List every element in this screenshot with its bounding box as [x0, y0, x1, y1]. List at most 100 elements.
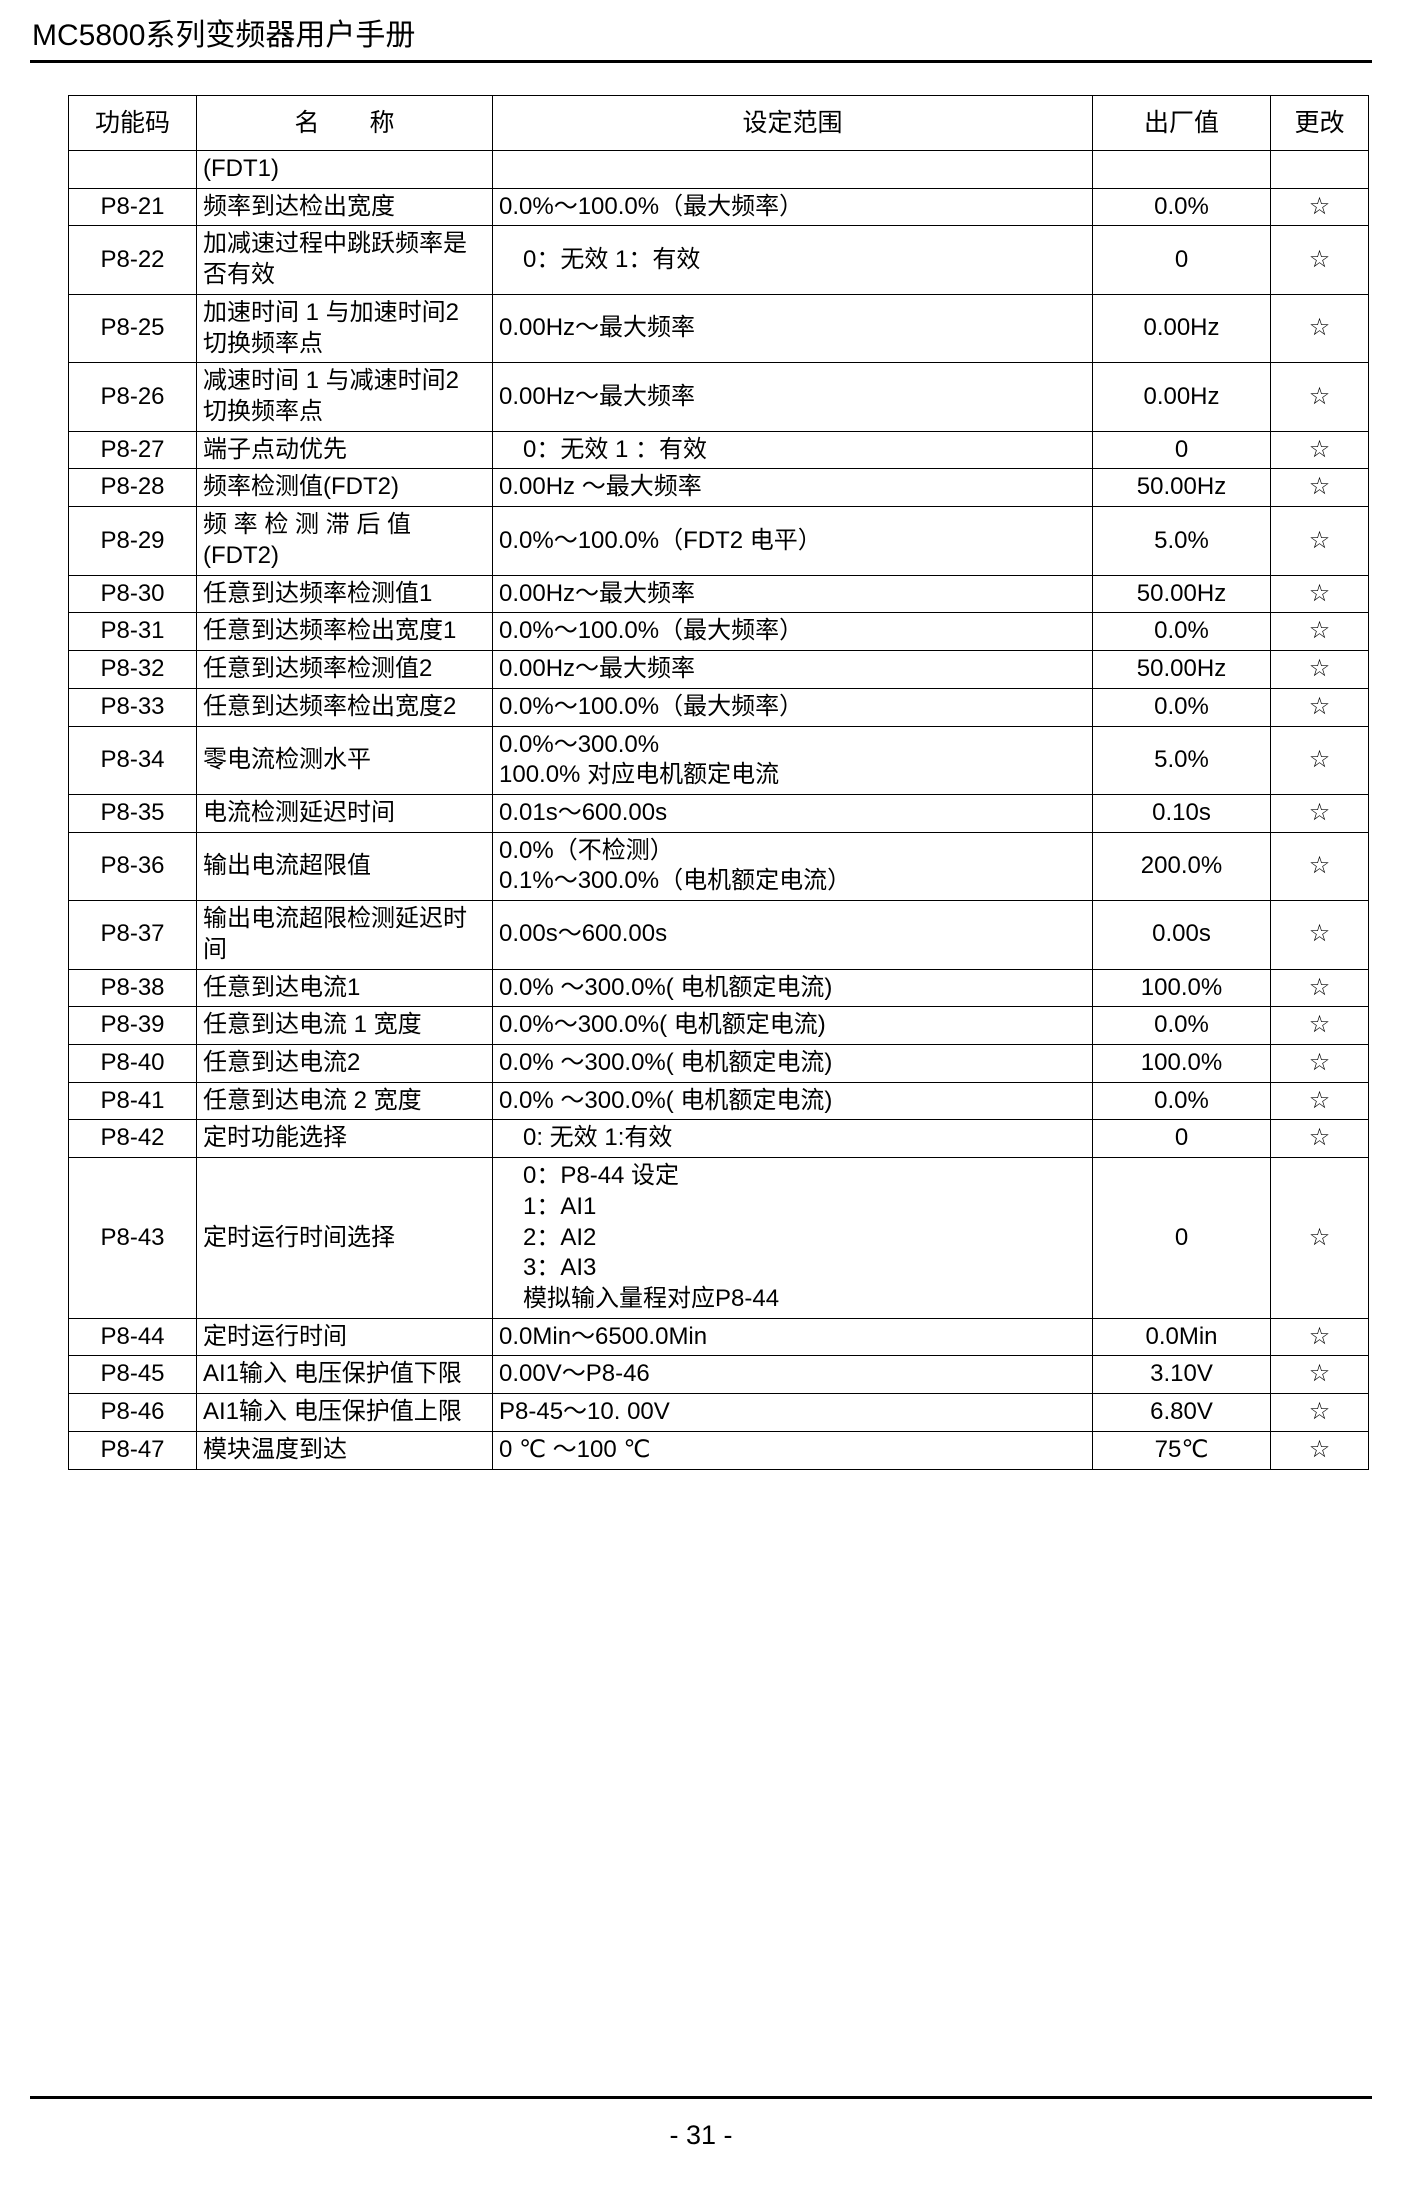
cell-setting-range: 0.0%～100.0%（最大频率） — [492, 612, 1093, 652]
cell-setting-range: 0.0%～100.0%（最大频率） — [492, 187, 1093, 227]
cell-factory-value: 200.0% — [1092, 831, 1271, 902]
cell-function-code: P8-29 — [68, 506, 197, 576]
cell-function-code: P8-37 — [68, 900, 197, 970]
cell-function-code: P8-31 — [68, 612, 197, 652]
cell-function-code: P8-41 — [68, 1081, 197, 1121]
cell-factory-value: 5.0% — [1092, 725, 1271, 795]
table-row: P8-35 电流检测延迟时间 0.01s～600.00s 0.10s ☆ — [68, 793, 1369, 833]
table-row: P8-41 任意到达电流 2 宽度 0.0% ～300.0%( 电机额定电流) 0.0… — [68, 1081, 1369, 1121]
cell-name: 端子点动优先 — [196, 430, 493, 470]
footer-divider — [30, 2096, 1372, 2099]
table-body: (FDT1) P8-21 频率到达检出宽度 0.0%～100.0%（最大频率） 0.0%… — [68, 150, 1369, 1470]
cell-function-code: P8-46 — [68, 1393, 197, 1432]
cell-function-code: P8-44 — [68, 1317, 197, 1357]
column-header-factory: 出厂值 — [1092, 95, 1271, 151]
cell-name: 加速时间 1 与加速时间2 切换频率点 — [196, 293, 493, 364]
column-header-range: 设定范围 — [492, 95, 1093, 151]
cell-name: 零电流检测水平 — [196, 725, 493, 795]
cell-setting-range: P8-45～10. 00V — [492, 1393, 1093, 1432]
cell-modify-flag: ☆ — [1270, 1157, 1369, 1319]
table-row: P8-26 减速时间 1 与减速时间2 切换频率点 0.00Hz～最大频率 0.00H… — [68, 362, 1369, 432]
cell-setting-range: 0.0%～300.0% 100.0% 对应电机额定电流 — [492, 725, 1093, 795]
table-row: P8-43 定时运行时间选择 0：P8-44 设定 1：AI1 2：AI2 3：AI… — [68, 1157, 1369, 1319]
cell-modify-flag: ☆ — [1270, 1006, 1369, 1045]
cell-factory-value: 5.0% — [1092, 506, 1271, 576]
cell-modify-flag: ☆ — [1270, 362, 1369, 432]
table-row: P8-32 任意到达频率检测值2 0.00Hz～最大频率 50.00Hz ☆ — [68, 650, 1369, 689]
cell-name: 任意到达频率检测值2 — [196, 650, 493, 689]
table-row: P8-31 任意到达频率检出宽度1 0.0%～100.0%（最大频率） 0.0% ☆ — [68, 612, 1369, 652]
table-row: P8-34 零电流检测水平 0.0%～300.0% 100.0% 对应电机额定电流 5… — [68, 725, 1369, 795]
page-header: MC5800系列变频器用户手册 — [32, 19, 416, 52]
cell-factory-value: 0.0% — [1092, 612, 1271, 652]
cell-name: 频 率 检 测 滞 后 值 (FDT2) — [196, 506, 493, 576]
cell-name: 频率检测值(FDT2) — [196, 468, 493, 508]
table-row: P8-30 任意到达频率检测值1 0.00Hz～最大频率 50.00Hz ☆ — [68, 574, 1369, 614]
cell-setting-range: 0.0%（不检测） 0.1%～300.0%（电机额定电流） — [492, 831, 1093, 902]
cell-setting-range: 0：无效 1 ：有效 — [492, 430, 1093, 470]
cell-name: 任意到达频率检测值1 — [196, 574, 493, 614]
cell-name: AI1输入 电压保护值上限 — [196, 1393, 493, 1432]
cell-function-code: P8-26 — [68, 362, 197, 432]
table-row: P8-21 频率到达检出宽度 0.0%～100.0%（最大频率） 0.0% ☆ — [68, 187, 1369, 227]
cell-factory-value: 3.10V — [1092, 1355, 1271, 1395]
cell-modify-flag: ☆ — [1270, 506, 1369, 576]
cell-modify-flag — [1270, 150, 1369, 189]
cell-factory-value: 6.80V — [1092, 1393, 1271, 1432]
cell-name: 任意到达电流1 — [196, 968, 493, 1008]
cell-modify-flag: ☆ — [1270, 725, 1369, 795]
cell-setting-range: 0.00Hz ～最大频率 — [492, 468, 1093, 508]
cell-function-code: P8-35 — [68, 793, 197, 833]
cell-factory-value: 50.00Hz — [1092, 468, 1271, 508]
parameter-table-container: 功能码 名 称 设定范围 出厂值 更改 (FDT1) P8-21 频率到达检出宽度 0… — [28, 95, 1374, 1470]
cell-function-code: P8-47 — [68, 1430, 197, 1470]
cell-function-code: P8-28 — [68, 468, 197, 508]
table-row: P8-44 定时运行时间 0.0Min～6500.0Min 0.0Min ☆ — [68, 1317, 1369, 1357]
cell-factory-value: 0.00Hz — [1092, 362, 1271, 432]
cell-setting-range: 0: 无效 1:有效 — [492, 1119, 1093, 1159]
cell-function-code: P8-39 — [68, 1006, 197, 1045]
cell-setting-range: 0：P8-44 设定 1：AI1 2：AI2 3：AI3 模拟输入量程对应P8-… — [492, 1157, 1093, 1319]
cell-setting-range: 0.0% ～300.0%( 电机额定电流) — [492, 1043, 1093, 1083]
cell-name: 电流检测延迟时间 — [196, 793, 493, 833]
cell-name: 模块温度到达 — [196, 1430, 493, 1470]
cell-function-code: P8-32 — [68, 650, 197, 689]
table-row: P8-27 端子点动优先 0：无效 1 ：有效 0 ☆ — [68, 430, 1369, 470]
column-header-modify: 更改 — [1270, 95, 1369, 151]
cell-factory-value: 0.0% — [1092, 187, 1271, 227]
cell-function-code: P8-30 — [68, 574, 197, 614]
cell-factory-value: 0.00s — [1092, 900, 1271, 970]
cell-factory-value: 50.00Hz — [1092, 574, 1271, 614]
cell-function-code: P8-40 — [68, 1043, 197, 1083]
cell-function-code: P8-36 — [68, 831, 197, 902]
cell-function-code: P8-42 — [68, 1119, 197, 1159]
cell-modify-flag: ☆ — [1270, 574, 1369, 614]
table-row: (FDT1) — [68, 150, 1369, 189]
cell-modify-flag: ☆ — [1270, 612, 1369, 652]
cell-modify-flag: ☆ — [1270, 1355, 1369, 1395]
cell-setting-range: 0.00Hz～最大频率 — [492, 293, 1093, 364]
cell-name: 频率到达检出宽度 — [196, 187, 493, 227]
cell-name: 任意到达电流2 — [196, 1043, 493, 1083]
cell-name: 减速时间 1 与减速时间2 切换频率点 — [196, 362, 493, 432]
cell-modify-flag: ☆ — [1270, 1043, 1369, 1083]
cell-modify-flag: ☆ — [1270, 900, 1369, 970]
table-row: P8-40 任意到达电流2 0.0% ～300.0%( 电机额定电流) 100.0% ☆ — [68, 1043, 1369, 1083]
table-row: P8-29 频 率 检 测 滞 后 值 (FDT2) 0.0%～100.0%（FDT… — [68, 506, 1369, 576]
cell-name: 加减速过程中跳跃频率是否有效 — [196, 225, 493, 295]
cell-setting-range: 0.0% ～300.0%( 电机额定电流) — [492, 1081, 1093, 1121]
cell-setting-range: 0.00Hz～最大频率 — [492, 574, 1093, 614]
cell-factory-value: 0 — [1092, 430, 1271, 470]
cell-modify-flag: ☆ — [1270, 831, 1369, 902]
table-row: P8-45 AI1输入 电压保护值下限 0.00V～P8-46 3.10V ☆ — [68, 1355, 1369, 1395]
table-row: P8-22 加减速过程中跳跃频率是否有效 0：无效 1：有效 0 ☆ — [68, 225, 1369, 295]
table-row: P8-39 任意到达电流 1 宽度 0.0%～300.0%( 电机额定电流) 0.0%… — [68, 1006, 1369, 1045]
cell-name: (FDT1) — [196, 150, 493, 189]
cell-setting-range: 0.0%～100.0%（最大频率） — [492, 687, 1093, 727]
cell-factory-value: 50.00Hz — [1092, 650, 1271, 689]
cell-function-code: P8-45 — [68, 1355, 197, 1395]
cell-factory-value: 100.0% — [1092, 1043, 1271, 1083]
cell-function-code: P8-22 — [68, 225, 197, 295]
cell-setting-range: 0.0%～100.0%（FDT2 电平） — [492, 506, 1093, 576]
cell-modify-flag: ☆ — [1270, 1430, 1369, 1470]
